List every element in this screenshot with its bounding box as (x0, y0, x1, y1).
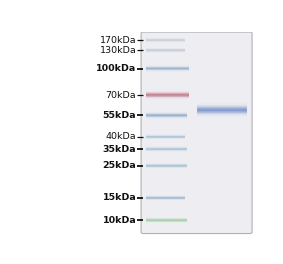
Bar (146, 167, 187, 168)
Bar (146, 68, 189, 69)
Text: 15kDa: 15kDa (102, 194, 136, 202)
Bar (146, 49, 185, 50)
Bar (146, 149, 187, 150)
Bar (197, 113, 247, 114)
Bar (146, 40, 185, 41)
Bar (146, 94, 189, 95)
Bar (146, 218, 187, 219)
Bar (146, 37, 185, 38)
Bar (146, 164, 187, 165)
Bar (146, 41, 185, 42)
Bar (197, 115, 247, 116)
Bar (146, 195, 185, 196)
Bar (146, 136, 185, 137)
Bar (146, 67, 189, 68)
Bar (197, 109, 247, 110)
Bar (146, 165, 187, 166)
Bar (146, 220, 187, 221)
Bar (146, 96, 189, 97)
Bar (146, 65, 189, 66)
Bar (197, 106, 247, 107)
Bar (146, 151, 187, 152)
Text: 25kDa: 25kDa (102, 161, 136, 170)
Bar (146, 150, 187, 151)
Bar (146, 166, 187, 167)
Text: 170kDa: 170kDa (100, 36, 136, 45)
Bar (146, 137, 185, 138)
Bar (146, 116, 187, 117)
Bar (146, 135, 185, 136)
Bar (146, 50, 185, 51)
Bar (146, 97, 189, 98)
Bar (146, 92, 189, 93)
Text: 100kDa: 100kDa (96, 64, 136, 73)
Bar (146, 39, 185, 40)
Bar (146, 148, 187, 149)
Text: 10kDa: 10kDa (102, 216, 136, 225)
Bar (146, 222, 187, 223)
FancyBboxPatch shape (141, 32, 252, 234)
Bar (146, 48, 185, 49)
Bar (146, 71, 189, 72)
Bar (146, 113, 187, 114)
Bar (197, 112, 247, 113)
Bar (197, 108, 247, 109)
Bar (146, 163, 187, 164)
Bar (197, 110, 247, 111)
Bar (146, 217, 187, 218)
Bar (146, 197, 185, 198)
Bar (146, 115, 187, 116)
Text: 55kDa: 55kDa (103, 111, 136, 120)
Bar (146, 69, 189, 70)
Text: 40kDa: 40kDa (106, 133, 136, 142)
Bar (146, 66, 189, 67)
Bar (146, 70, 189, 71)
Bar (197, 114, 247, 115)
Bar (146, 91, 189, 92)
Bar (146, 38, 185, 39)
Bar (146, 219, 187, 220)
Bar (146, 98, 189, 99)
Bar (146, 198, 185, 199)
Bar (197, 105, 247, 106)
Bar (197, 111, 247, 112)
Bar (146, 118, 187, 119)
Bar (197, 116, 247, 117)
Bar (146, 138, 185, 139)
Bar (197, 103, 247, 104)
Bar (146, 221, 187, 222)
Bar (146, 52, 185, 53)
Bar (197, 104, 247, 105)
Bar (146, 95, 189, 96)
Bar (146, 117, 187, 118)
Text: 130kDa: 130kDa (100, 46, 136, 55)
Bar (146, 147, 187, 148)
Bar (146, 51, 185, 52)
Bar (146, 112, 187, 113)
Bar (146, 114, 187, 115)
Text: 70kDa: 70kDa (106, 91, 136, 100)
Bar (197, 107, 247, 108)
Bar (146, 93, 189, 94)
Bar (146, 134, 185, 135)
Bar (146, 42, 185, 43)
Text: 35kDa: 35kDa (103, 145, 136, 154)
Bar (146, 196, 185, 197)
Bar (146, 199, 185, 200)
